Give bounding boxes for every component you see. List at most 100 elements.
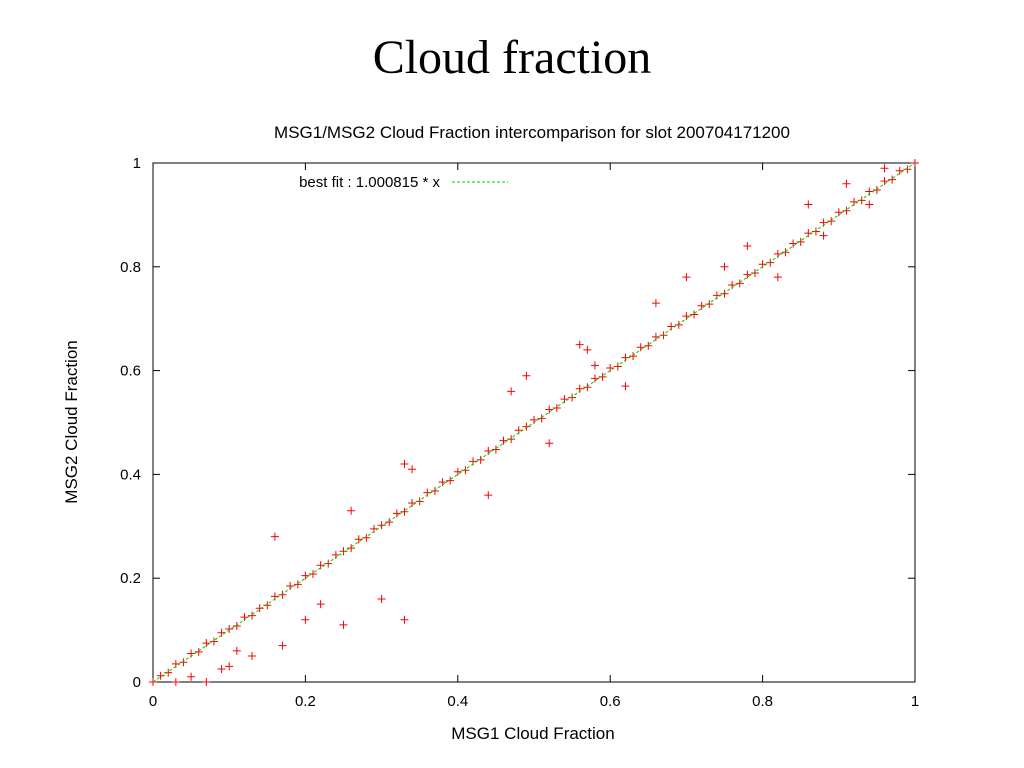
y-tick-label: 1 [133,155,141,172]
data-point [415,497,424,506]
data-point [606,364,615,373]
data-point [682,273,691,282]
data-point [347,544,356,553]
data-point [750,269,759,278]
data-point [507,387,516,396]
data-point [484,491,493,500]
x-tick-label: 0.8 [752,693,773,710]
data-point [430,487,439,496]
data-point [888,175,897,184]
data-point [248,611,257,620]
data-point [263,601,272,610]
data-point [743,242,752,251]
data-point [865,200,874,209]
data-point [880,177,889,186]
data-point [720,289,729,298]
data-point [339,547,348,556]
data-point [568,393,577,402]
data-point [545,405,554,414]
best-fit-line [152,162,916,683]
data-point [202,639,211,648]
data-point [377,521,386,530]
data-point [446,476,455,485]
data-point [644,341,653,350]
data-point [476,455,485,464]
x-tick-label: 0.2 [295,693,316,710]
data-point [819,231,828,240]
data-point [400,460,409,469]
data-point [248,652,257,661]
data-point [270,532,279,541]
x-tick-label: 1 [911,693,919,710]
x-tick-label: 0 [149,693,157,710]
data-point [720,262,729,271]
data-point [842,206,851,215]
data-point [705,300,714,309]
data-point [857,196,866,205]
data-point [651,299,660,308]
y-tick-label: 0.2 [120,570,141,587]
data-point [255,604,264,613]
data-point [194,647,203,656]
data-point [362,533,371,542]
data-point [796,237,805,246]
data-point [225,625,234,634]
data-point [491,445,500,454]
y-tick-label: 0.4 [120,466,141,483]
data-point [392,509,401,518]
data-point [408,498,417,507]
y-axis-label: MSG2 Cloud Fraction [62,340,81,503]
data-point [408,465,417,474]
data-point [232,646,241,655]
axis-ticks: 0 0.2 0.4 0.6 0.8 1 0 0.2 0.4 0.6 0.8 1 [120,155,919,710]
x-axis-label: MSG1 Cloud Fraction [451,724,614,743]
data-point [499,436,508,445]
data-point [880,164,889,173]
data-point [773,273,782,282]
data-point [735,279,744,288]
data-point [339,620,348,629]
data-point [278,590,287,599]
data-point [400,615,409,624]
data-point [293,580,302,589]
chart-title: MSG1/MSG2 Cloud Fraction intercomparison… [274,123,790,142]
data-point [545,439,554,448]
data-point [301,615,310,624]
data-point [834,208,843,217]
data-point [804,200,813,209]
data-point [347,506,356,515]
data-point [781,248,790,257]
data-point [743,270,752,279]
plot-frame [152,162,916,683]
data-point [590,361,599,370]
data-point [171,678,180,686]
data-point [209,637,218,646]
data-point [903,165,912,174]
data-point [552,403,561,412]
data-point [187,672,196,681]
data-point [301,571,310,580]
data-point [766,258,775,267]
slide-title: Cloud fraction [372,31,652,84]
data-point [461,466,470,475]
data-point [872,185,881,194]
x-tick-label: 0.4 [447,693,468,710]
data-point [179,658,188,667]
data-point [316,600,325,609]
data-point [232,621,241,630]
legend-label: best fit : 1.000815 * x [299,174,440,191]
data-point [202,678,211,686]
data-point [385,518,394,527]
data-point [690,310,699,319]
data-point [164,668,173,677]
data-point [522,371,531,380]
data-point [651,332,660,341]
data-point [613,362,622,371]
data-point [629,352,638,361]
data-point [811,227,820,236]
data-point [278,641,287,650]
data-point [225,662,234,671]
data-point [636,343,645,352]
data-point [575,340,584,349]
